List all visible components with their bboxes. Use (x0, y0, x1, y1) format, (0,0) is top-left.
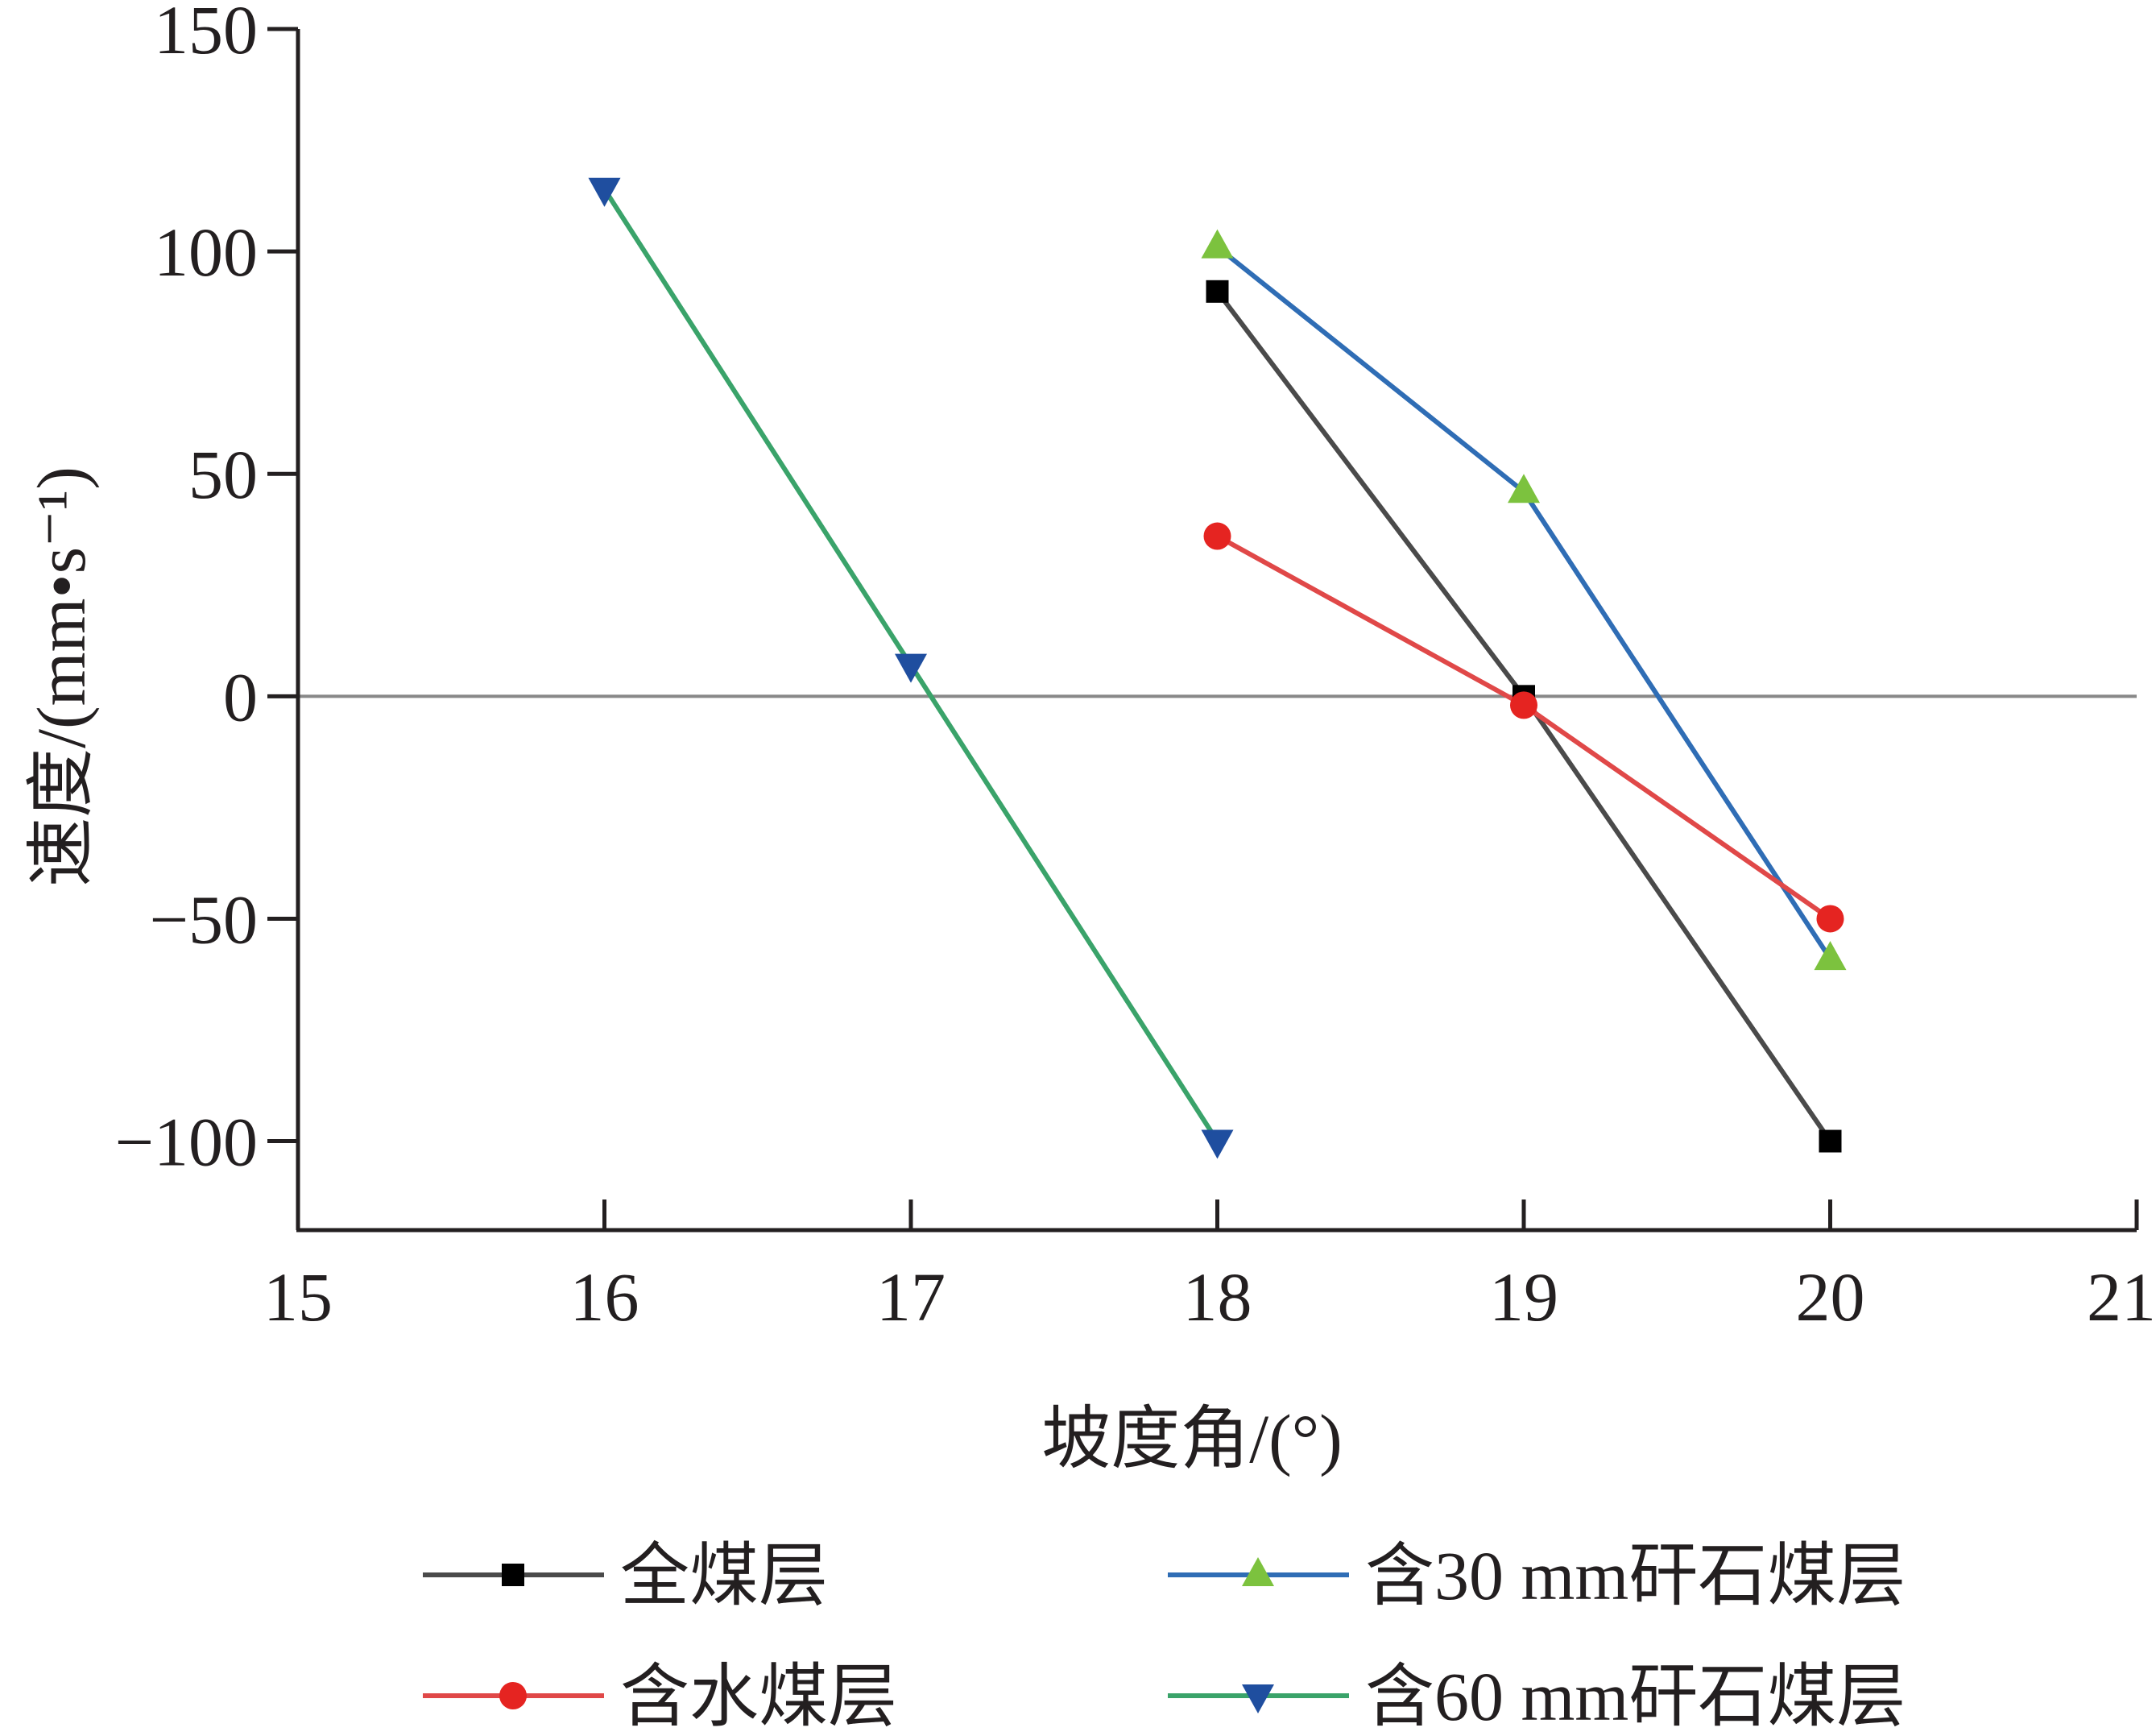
legend-label: 含60 mm矸石煤层 (1365, 1658, 1906, 1732)
series-markers (588, 177, 1847, 1159)
x-tick-label: 15 (263, 1258, 333, 1336)
data-point (1508, 474, 1540, 503)
y-tick-label: −50 (149, 880, 258, 958)
axes (267, 27, 2139, 1233)
y-tick-label: −100 (114, 1104, 258, 1181)
y-axis-title: 速度/(mm•s⁻¹) (23, 466, 100, 887)
legend-label: 含30 mm矸石煤层 (1365, 1537, 1906, 1614)
y-tick-label: 100 (154, 213, 258, 291)
legend-marker (1242, 1684, 1274, 1713)
x-tick-label: 20 (1796, 1258, 1865, 1336)
legend-marker (1242, 1557, 1274, 1586)
x-tick-label: 16 (570, 1258, 639, 1336)
legend-item: 含30 mm矸石煤层 (1168, 1537, 1906, 1614)
data-point (588, 177, 621, 207)
y-tick-label: 0 (223, 658, 258, 735)
data-point (1203, 522, 1231, 550)
legend-marker (499, 1682, 527, 1709)
legend-label: 全煤层 (620, 1537, 828, 1614)
data-point (1510, 691, 1537, 719)
y-tick-label: 150 (154, 0, 258, 68)
series-line-2 (1216, 533, 1832, 921)
series-lines (602, 188, 1833, 1143)
x-tick-label: 17 (876, 1258, 946, 1336)
data-point (1819, 1129, 1842, 1153)
legend-marker (502, 1564, 524, 1586)
data-point (1814, 941, 1847, 971)
data-point (1201, 229, 1234, 259)
legend-label: 含水煤层 (620, 1658, 897, 1732)
legend-item: 含60 mm矸石煤层 (1168, 1658, 1906, 1735)
data-point (1201, 1129, 1234, 1159)
data-point (895, 653, 927, 683)
x-axis-title: 坡度角/(°) (1041, 1400, 1343, 1477)
data-point (1206, 280, 1229, 303)
data-point (1816, 905, 1844, 933)
legend-item: 含水煤层 (423, 1658, 897, 1735)
x-tick-label: 18 (1183, 1258, 1252, 1336)
x-tick-label: 19 (1489, 1258, 1558, 1336)
legend-item: 全煤层 (423, 1537, 828, 1614)
x-tick-label: 21 (2087, 1258, 2156, 1336)
y-tick-label: 50 (188, 436, 258, 513)
